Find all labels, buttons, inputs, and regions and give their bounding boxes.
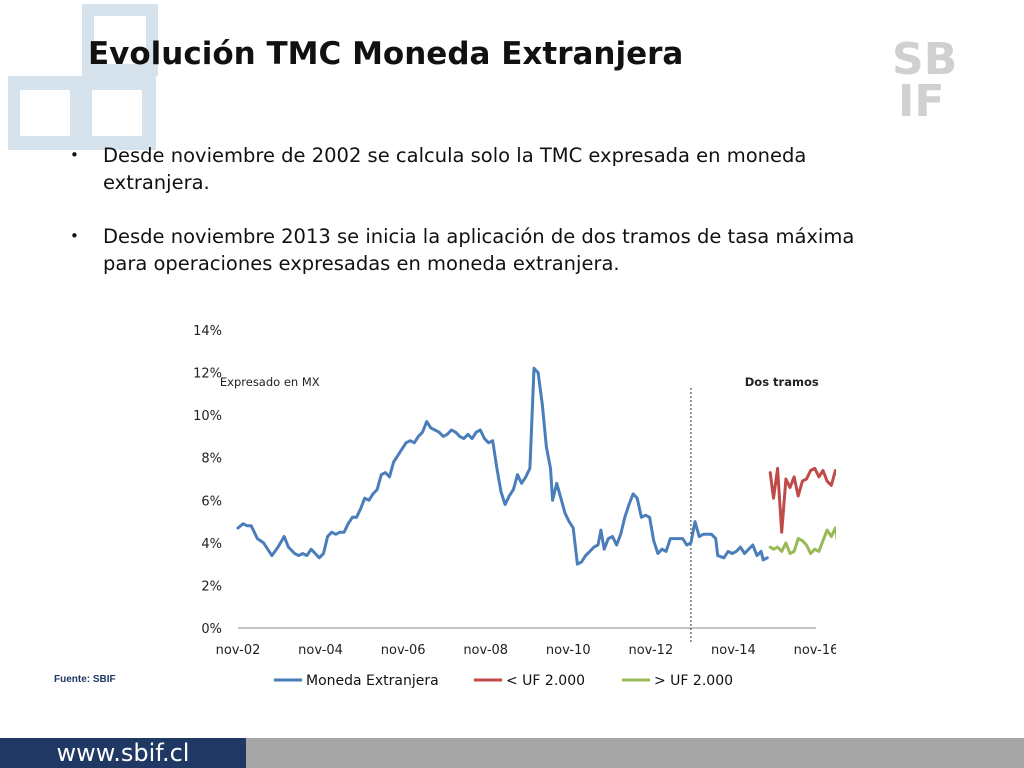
tmc-line-chart: 0% 2% 4% 6% 8% 10% 12% 14% nov-02 nov-04 nov-06 nov… xyxy=(193,324,836,689)
y-tick-label: 2% xyxy=(201,579,222,594)
legend-label-alto: > UF 2.000 xyxy=(654,673,733,689)
x-tick-label: nov-04 xyxy=(298,643,343,658)
series-line-moneda xyxy=(236,366,769,566)
x-tick-label: nov-10 xyxy=(546,643,591,658)
bullet-item: • Desde noviembre 2013 se inicia la apli… xyxy=(70,223,900,277)
y-tick-label: 6% xyxy=(201,494,222,509)
legend-label-bajo: < UF 2.000 xyxy=(506,673,585,689)
footer-bar: www.sbif.cl xyxy=(0,738,1024,768)
decorative-squares xyxy=(8,4,158,150)
bullet-list: • Desde noviembre de 2002 se calcula sol… xyxy=(70,142,900,304)
page-title: Evolución TMC Moneda Extranjera xyxy=(88,36,684,72)
footer-url[interactable]: www.sbif.cl xyxy=(0,738,246,768)
x-tick-label: nov-02 xyxy=(216,643,261,658)
legend-label-moneda: Moneda Extranjera xyxy=(306,673,439,689)
y-tick-label: 4% xyxy=(201,537,222,552)
source-note: Fuente: SBIF xyxy=(54,674,116,685)
logo-text-top: SB xyxy=(892,36,957,85)
y-tick-label: 14% xyxy=(193,324,222,339)
x-tick-label: nov-14 xyxy=(711,643,756,658)
series-line-bajo xyxy=(768,466,836,534)
x-tick-label: nov-06 xyxy=(381,643,426,658)
y-tick-label: 12% xyxy=(193,367,222,382)
bullet-item: • Desde noviembre de 2002 se calcula sol… xyxy=(70,142,900,196)
y-tick-label: 0% xyxy=(201,622,222,637)
series-line-alto xyxy=(768,526,836,555)
x-tick-label: nov-16 xyxy=(794,643,836,658)
y-tick-label: 8% xyxy=(201,452,222,467)
chart-annotation: Expresado en MX xyxy=(220,375,320,389)
y-tick-label: 10% xyxy=(193,409,222,424)
bullet-text: Desde noviembre de 2002 se calcula solo … xyxy=(103,144,807,194)
bullet-dot: • xyxy=(70,227,79,245)
chart-annotation: Dos tramos xyxy=(745,375,819,389)
logo-text-bottom: IF xyxy=(898,76,944,118)
x-tick-label: nov-12 xyxy=(628,643,673,658)
x-tick-label: nov-08 xyxy=(463,643,508,658)
sbif-logo: SB IF xyxy=(892,36,957,118)
bullet-text: Desde noviembre 2013 se inicia la aplica… xyxy=(103,225,855,275)
bullet-dot: • xyxy=(70,146,79,164)
